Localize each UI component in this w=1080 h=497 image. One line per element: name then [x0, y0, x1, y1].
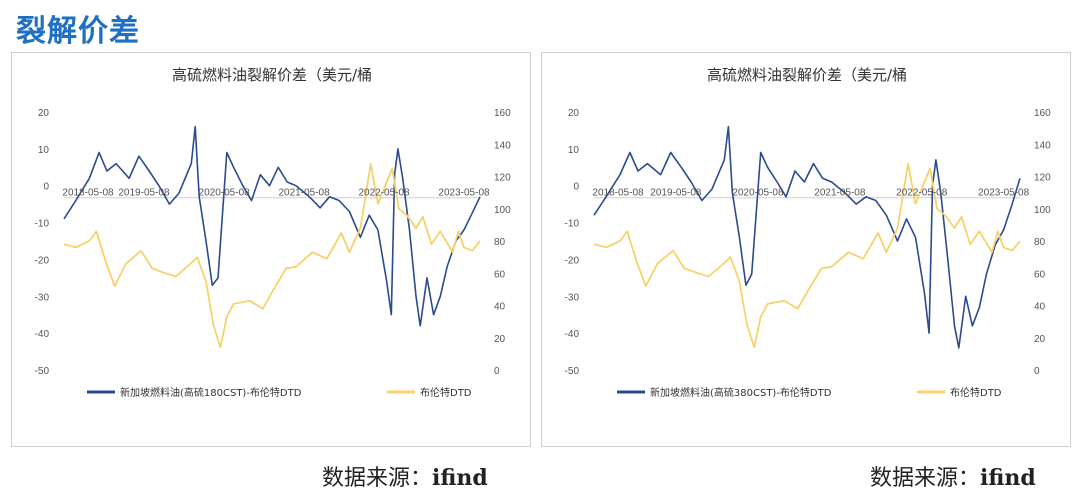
y-right-tick-label: 80 [494, 237, 506, 248]
y-right-tick-label: 40 [494, 302, 506, 313]
source-label: 数据来源： [870, 466, 981, 491]
y-right-tick-label: 40 [1034, 302, 1046, 313]
y-left-tick-label: -40 [565, 329, 580, 340]
y-left-tick-label: -10 [565, 219, 580, 230]
y-right-tick-label: 160 [1034, 108, 1051, 119]
source-note-right: 数据来源：ifind [870, 460, 1036, 492]
y-right-tick-label: 100 [494, 205, 511, 216]
y-right-tick-label: 80 [1034, 237, 1046, 248]
y-left-tick-label: -30 [565, 292, 580, 303]
y-left-tick-label: -30 [35, 292, 50, 303]
y-left-tick-label: -50 [35, 366, 50, 377]
x-tick-label: 2023-05-08 [978, 188, 1030, 199]
source-label: 数据来源： [322, 466, 433, 491]
y-left-tick-label: 10 [568, 145, 580, 156]
legend-label: 布伦特DTD [420, 386, 472, 399]
source-name: ifind [980, 465, 1036, 491]
source-note-left: 数据来源：ifind [322, 460, 488, 492]
x-tick-label: 2018-05-08 [592, 188, 644, 199]
x-tick-label: 2020-05-08 [199, 188, 251, 199]
x-tick-label: 2023-05-08 [438, 188, 490, 199]
x-tick-label: 2022-05-08 [896, 188, 948, 199]
y-left-tick-label: -40 [35, 329, 50, 340]
y-left-tick-label: -20 [565, 255, 580, 266]
x-tick-label: 2020-05-08 [732, 188, 784, 199]
y-right-tick-label: 60 [494, 269, 506, 280]
y-right-tick-label: 120 [1034, 173, 1051, 184]
legend-label: 新加坡燃料油(高硫180CST)-布伦特DTD [120, 386, 302, 399]
series-line [63, 125, 481, 327]
y-left-tick-label: 0 [573, 182, 579, 193]
chart-title: 高硫燃料油裂解价差（美元/桶 [707, 66, 907, 84]
y-right-tick-label: 160 [494, 108, 511, 119]
y-right-tick-label: 120 [494, 173, 511, 184]
chart-title: 高硫燃料油裂解价差（美元/桶 [172, 66, 372, 84]
x-tick-label: 2019-05-08 [118, 188, 170, 199]
chart-180cst: 高硫燃料油裂解价差（美元/桶20100-10-20-30-40-50160140… [35, 66, 512, 399]
y-right-tick-label: 0 [494, 366, 500, 377]
y-right-tick-label: 20 [494, 334, 506, 345]
y-left-tick-label: -10 [35, 219, 50, 230]
series-line [593, 125, 1021, 349]
series-line [63, 162, 481, 349]
chart-panel-180cst: 高硫燃料油裂解价差（美元/桶 20 10 0 -10 -20 -30 -40 -50 160 140… [11, 52, 531, 447]
chart-380cst: 高硫燃料油裂解价差（美元/桶20100-10-20-30-40-50160140… [565, 66, 1052, 399]
x-tick-label: 2021-05-08 [279, 188, 331, 199]
x-tick-label: 2019-05-08 [650, 188, 702, 199]
y-right-tick-label: 140 [1034, 140, 1051, 151]
y-right-tick-label: 20 [1034, 334, 1046, 345]
legend-label: 新加坡燃料油(高硫380CST)-布伦特DTD [650, 386, 832, 399]
chart-panel-380cst: 高硫燃料油裂解价差（美元/桶 20 10 0 -10 -20 -30 -40 -50 160 140… [541, 52, 1071, 447]
y-left-tick-label: 0 [43, 182, 49, 193]
source-name: ifind [432, 465, 488, 491]
page-heading: 裂解价差 [16, 14, 140, 49]
y-right-tick-label: 60 [1034, 269, 1046, 280]
y-left-tick-label: -50 [565, 366, 580, 377]
x-tick-label: 2022-05-08 [358, 188, 410, 199]
y-left-tick-label: 10 [38, 145, 50, 156]
x-tick-label: 2018-05-08 [62, 188, 114, 199]
y-right-tick-label: 0 [1034, 366, 1040, 377]
legend-label: 布伦特DTD [950, 386, 1002, 399]
series-line [593, 162, 1021, 349]
y-left-tick-label: 20 [568, 108, 580, 119]
x-tick-label: 2021-05-08 [814, 188, 866, 199]
y-left-tick-label: 20 [38, 108, 50, 119]
y-right-tick-label: 100 [1034, 205, 1051, 216]
y-left-tick-label: -20 [35, 255, 50, 266]
y-right-tick-label: 140 [494, 140, 511, 151]
